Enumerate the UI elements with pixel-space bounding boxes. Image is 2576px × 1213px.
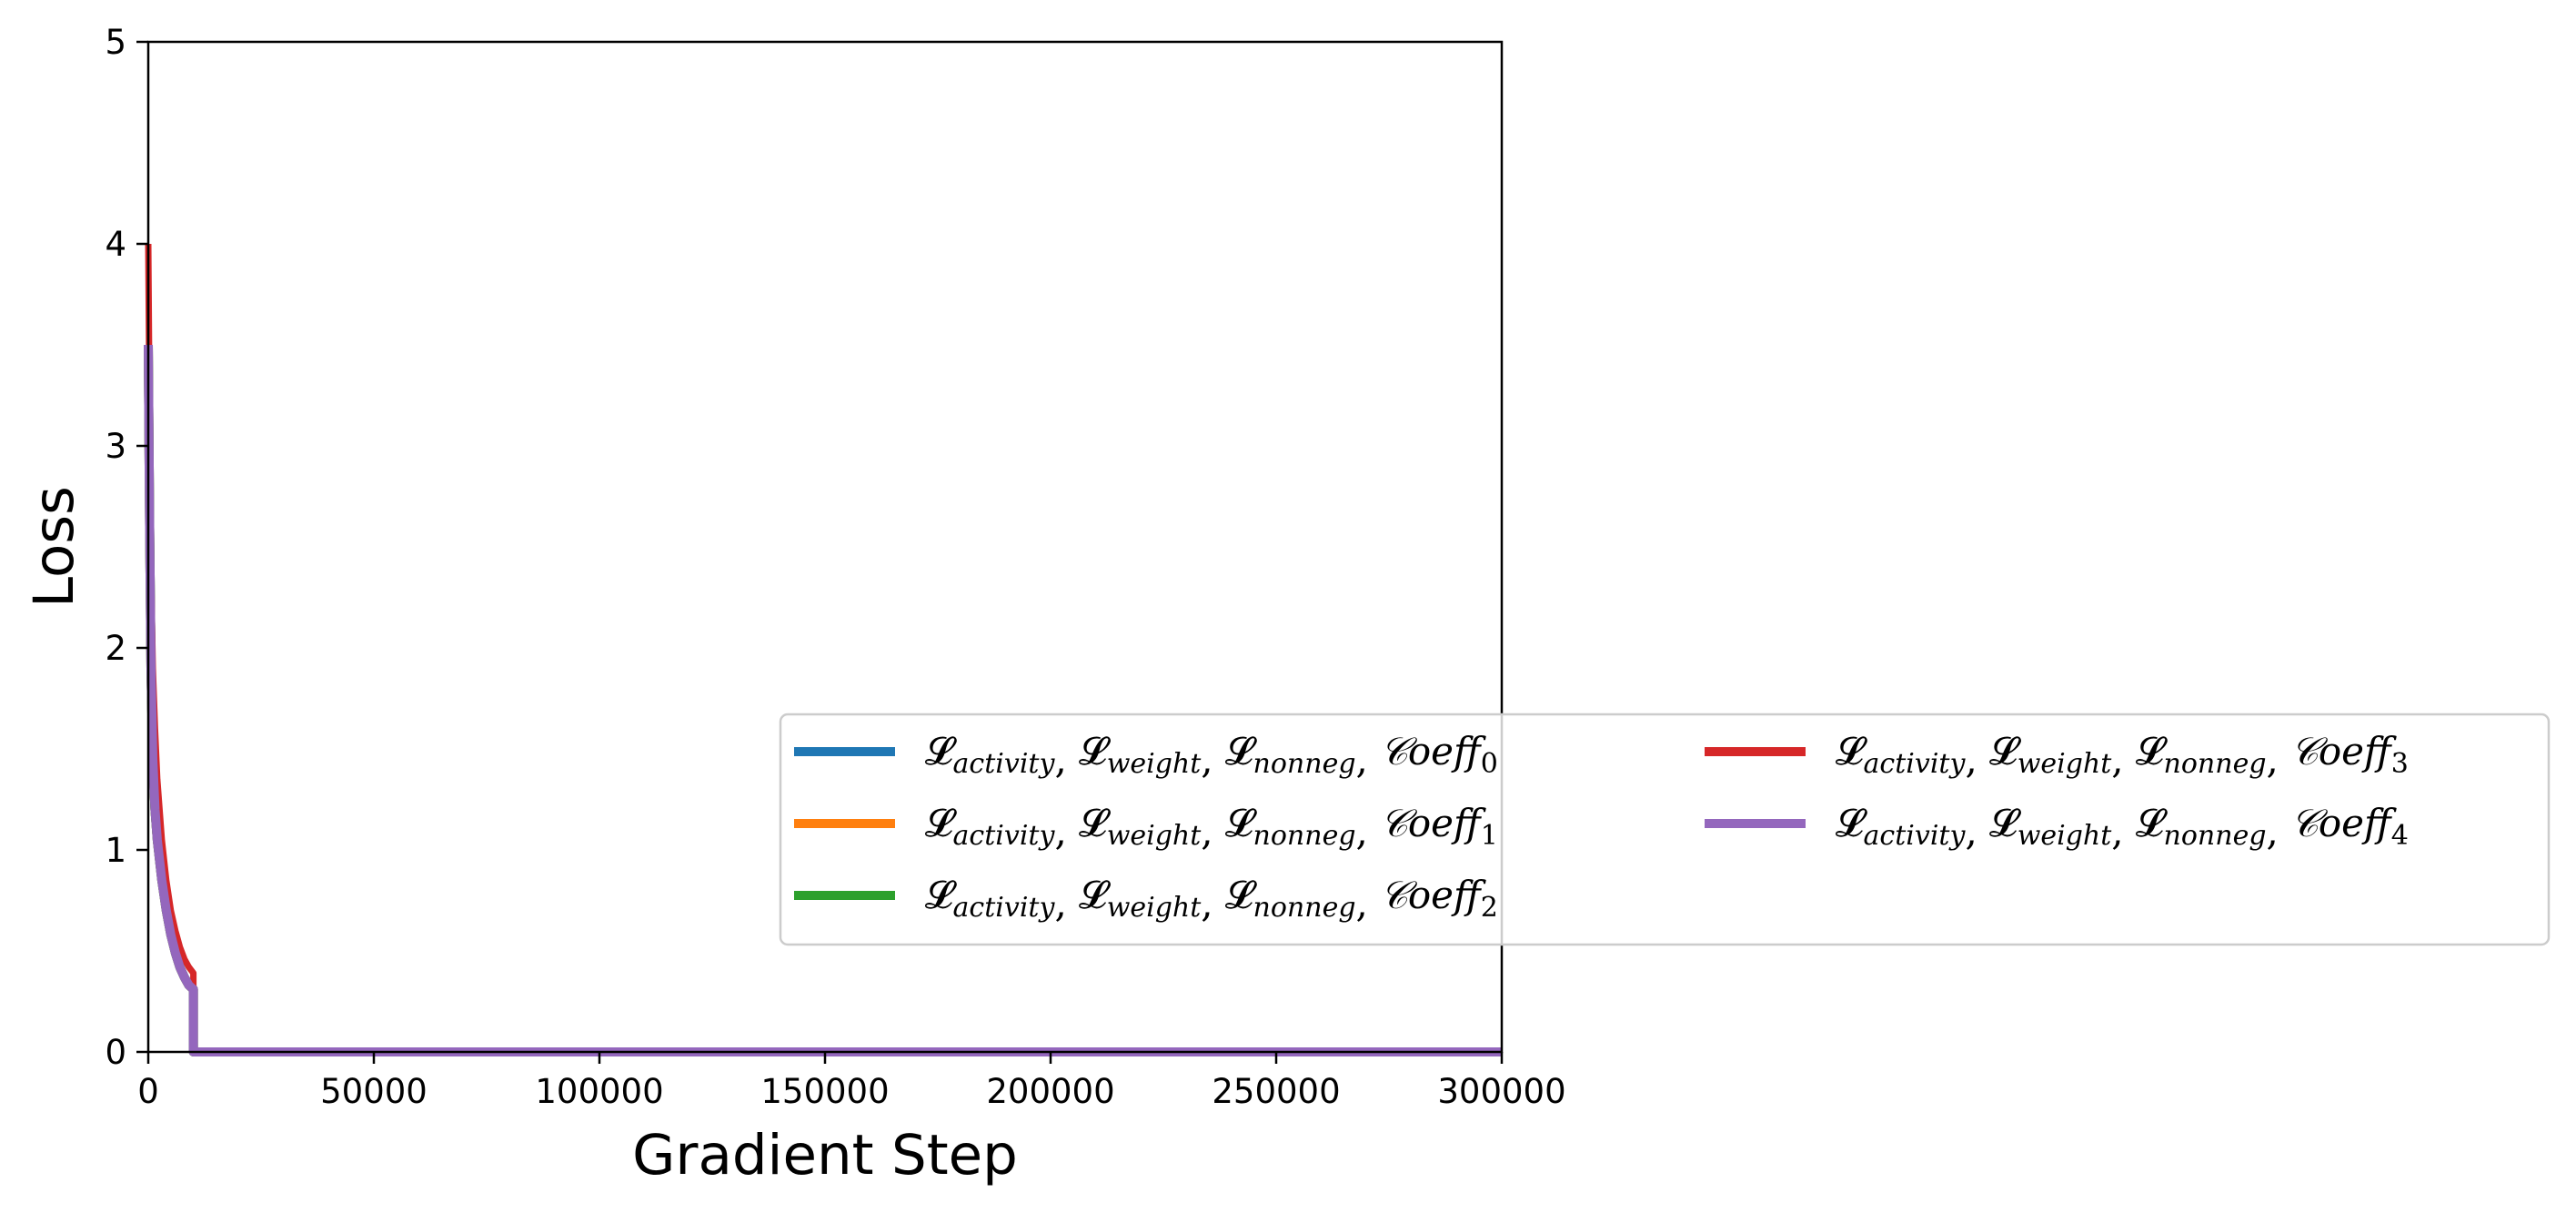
y-ticks: 0 1 2 3 4 5 (105, 23, 148, 1072)
legend-entries: 𝓛activity, 𝓛weight, 𝓛nonneg, 𝒞oeff0 𝓛acti… (794, 729, 2409, 925)
legend-frame (779, 713, 2551, 946)
x-axis-label: Gradient Step (632, 1123, 1018, 1188)
series-layer (144, 243, 1502, 1056)
x-tick-label: 250000 (1212, 1072, 1340, 1111)
y-tick-label: 0 (105, 1033, 126, 1072)
series-line-4 (144, 344, 1502, 1056)
x-tick-label: 100000 (535, 1072, 663, 1111)
legend-label: 𝓛activity, 𝓛weight, 𝓛nonneg, 𝒞oeff1 (925, 801, 1498, 854)
series-line-0 (144, 344, 1502, 1056)
legend-label: 𝓛activity, 𝓛weight, 𝓛nonneg, 𝒞oeff0 (925, 729, 1498, 782)
legend-entry-0: 𝓛activity, 𝓛weight, 𝓛nonneg, 𝒞oeff0 (794, 729, 1498, 782)
x-tick-label: 300000 (1437, 1072, 1565, 1111)
y-tick-label: 2 (105, 629, 126, 668)
y-tick-label: 5 (105, 23, 126, 62)
y-tick-label: 3 (105, 427, 126, 466)
y-tick-label: 4 (105, 225, 126, 264)
legend-entry-2: 𝓛activity, 𝓛weight, 𝓛nonneg, 𝒞oeff2 (794, 873, 1498, 925)
series-line-1 (144, 344, 1502, 1056)
x-tick-label: 50000 (320, 1072, 428, 1111)
legend-entry-4: 𝓛activity, 𝓛weight, 𝓛nonneg, 𝒞oeff4 (1705, 801, 2409, 854)
x-tick-label: 150000 (760, 1072, 889, 1111)
series-line-2 (144, 344, 1502, 1056)
x-ticks: 0 50000 100000 150000 200000 250000 300000 (137, 1052, 1566, 1111)
legend-label: 𝓛activity, 𝓛weight, 𝓛nonneg, 𝒞oeff3 (1836, 729, 2409, 782)
y-axis-label: Loss (22, 486, 86, 608)
legend-label: 𝓛activity, 𝓛weight, 𝓛nonneg, 𝒞oeff4 (1836, 801, 2409, 854)
legend-entry-1: 𝓛activity, 𝓛weight, 𝓛nonneg, 𝒞oeff1 (794, 801, 1498, 854)
x-tick-label: 0 (137, 1072, 159, 1111)
x-tick-label: 200000 (986, 1072, 1114, 1111)
legend: 𝓛activity, 𝓛weight, 𝓛nonneg, 𝒞oeff0 𝓛acti… (779, 713, 2551, 946)
legend-label: 𝓛activity, 𝓛weight, 𝓛nonneg, 𝒞oeff2 (925, 873, 1498, 925)
y-tick-label: 1 (105, 831, 126, 870)
legend-entry-3: 𝓛activity, 𝓛weight, 𝓛nonneg, 𝒞oeff3 (1705, 729, 2409, 782)
